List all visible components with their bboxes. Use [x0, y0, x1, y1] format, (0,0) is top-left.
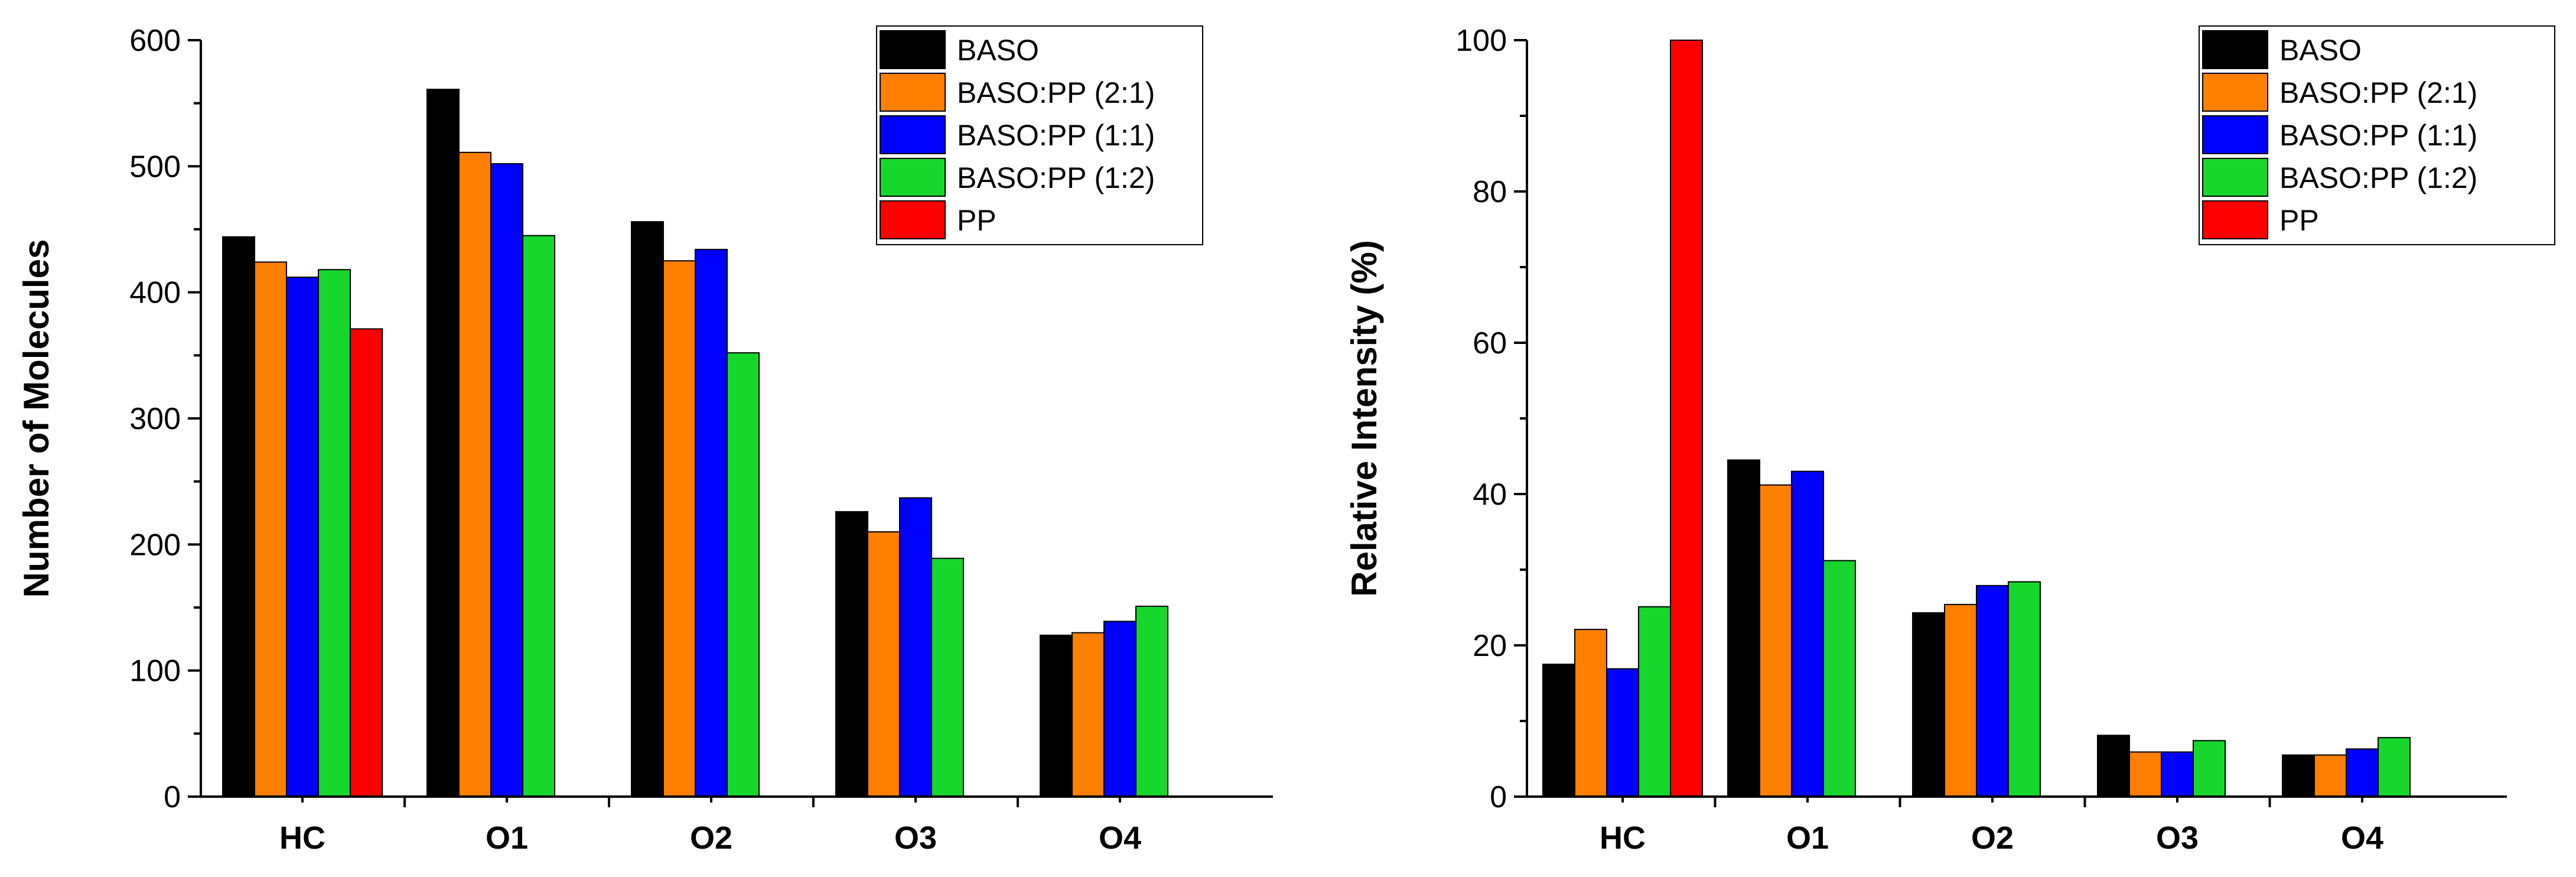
bar-hc-3	[1638, 606, 1671, 797]
bar-o3-1	[867, 531, 900, 797]
y-axis-label: Number of Molecules	[17, 239, 56, 598]
y-tick-label: 100	[129, 654, 181, 688]
bar-o4-1	[1072, 632, 1105, 797]
x-category-label: O1	[1786, 820, 1829, 856]
bar-o4-3	[2378, 737, 2411, 798]
legend-entry: PP	[957, 204, 996, 237]
legend-entry: BASO:PP (1:1)	[957, 119, 1155, 152]
left-bar-chart: 0 100 200 300 400 500 600 HC O1 O2 O3 O4 Number of M…	[17, 24, 1273, 856]
y-tick-label: 40	[1473, 478, 1507, 512]
y-tick-label: 80	[1473, 175, 1507, 209]
bar-o4-0	[2282, 754, 2315, 797]
y-tick-label: 20	[1473, 629, 1507, 663]
legend-swatch	[880, 73, 946, 112]
legend-swatch	[2202, 73, 2268, 112]
legend-entry: BASO:PP (2:1)	[957, 76, 1155, 109]
legend-swatch	[880, 200, 946, 239]
y-axis-label: Relative Intensity (%)	[1344, 240, 1384, 597]
x-category-label: O4	[1099, 820, 1141, 856]
legend-entry: BASO:PP (1:2)	[957, 161, 1155, 194]
bar-hc-1	[254, 261, 287, 797]
bar-o2-3	[727, 352, 760, 797]
y-tick-label: 200	[129, 528, 181, 562]
legend-swatch	[880, 30, 946, 69]
legend-entry: BASO:PP (1:2)	[2279, 161, 2477, 194]
bar-hc-0	[1542, 664, 1575, 797]
legend-swatch	[880, 158, 946, 197]
bar-hc-1	[1574, 629, 1607, 797]
y-tick-label: 0	[1490, 780, 1507, 814]
y-tick-label: 400	[129, 276, 181, 310]
x-category-label: HC	[1600, 820, 1646, 856]
bar-o1-1	[458, 151, 491, 797]
x-category-label: O1	[486, 820, 528, 856]
bar-hc-4	[350, 328, 383, 797]
bar-o1-1	[1759, 484, 1792, 797]
legend-entry: BASO:PP (1:1)	[2279, 119, 2477, 152]
bar-o4-0	[1040, 634, 1073, 798]
x-category-label: O4	[2341, 820, 2383, 856]
y-tick-label: 300	[129, 402, 181, 436]
bar-o1-2	[490, 163, 523, 798]
bar-hc-3	[318, 269, 351, 797]
bar-o3-2	[2161, 751, 2194, 797]
bar-hc-0	[222, 236, 255, 797]
y-tick-label: 0	[164, 780, 181, 814]
bar-o1-3	[1823, 560, 1856, 797]
bar-o2-1	[1944, 603, 1977, 797]
bar-o4-3	[1135, 605, 1168, 798]
legend-entry: BASO	[2279, 34, 2362, 67]
bar-o4-2	[1103, 621, 1136, 797]
bar-o1-2	[1791, 470, 1824, 797]
bar-o3-2	[899, 497, 932, 798]
bar-hc-2	[1606, 668, 1639, 798]
y-tick-label: 60	[1473, 326, 1507, 360]
bar-o3-3	[931, 557, 964, 797]
x-category-label: O2	[1971, 820, 2014, 856]
bar-o1-3	[522, 235, 555, 797]
y-tick-label: 600	[129, 24, 181, 58]
right-bar-chart: 0 20 40 60 80 100 HC O1 O2 O3 O4 Relative Intensity…	[1344, 24, 2555, 856]
legend-entry: BASO:PP (2:1)	[2279, 76, 2477, 109]
x-category-label: O3	[894, 820, 937, 856]
bar-hc-4	[1670, 40, 1703, 797]
legend-swatch	[880, 115, 946, 154]
legend-swatch	[2202, 158, 2268, 197]
bar-o2-2	[695, 249, 728, 797]
bar-o1-0	[1727, 459, 1760, 797]
bar-hc-2	[286, 277, 319, 798]
bar-o2-2	[1976, 584, 2009, 797]
bar-o4-1	[2314, 754, 2347, 797]
y-tick-label: 100	[1455, 24, 1507, 58]
bar-o4-2	[2346, 748, 2379, 797]
bar-o3-1	[2129, 751, 2162, 797]
bar-o1-0	[426, 89, 460, 798]
legend-swatch	[2202, 200, 2268, 239]
legend-entry: PP	[2279, 204, 2319, 237]
legend-swatch	[2202, 115, 2268, 154]
bar-o3-3	[2193, 740, 2226, 798]
bar-o2-0	[1912, 612, 1945, 797]
legend-swatch	[2202, 30, 2268, 69]
y-tick-label: 500	[129, 150, 181, 184]
bar-o2-1	[663, 260, 696, 798]
bar-o2-3	[2008, 581, 2041, 797]
legend-entry: BASO	[957, 34, 1039, 67]
x-category-label: O3	[2156, 820, 2199, 856]
bar-o2-0	[631, 221, 664, 797]
x-category-label: O2	[690, 820, 732, 856]
bar-o3-0	[2097, 735, 2130, 797]
bar-o3-0	[835, 511, 868, 797]
x-category-label: HC	[279, 820, 325, 856]
